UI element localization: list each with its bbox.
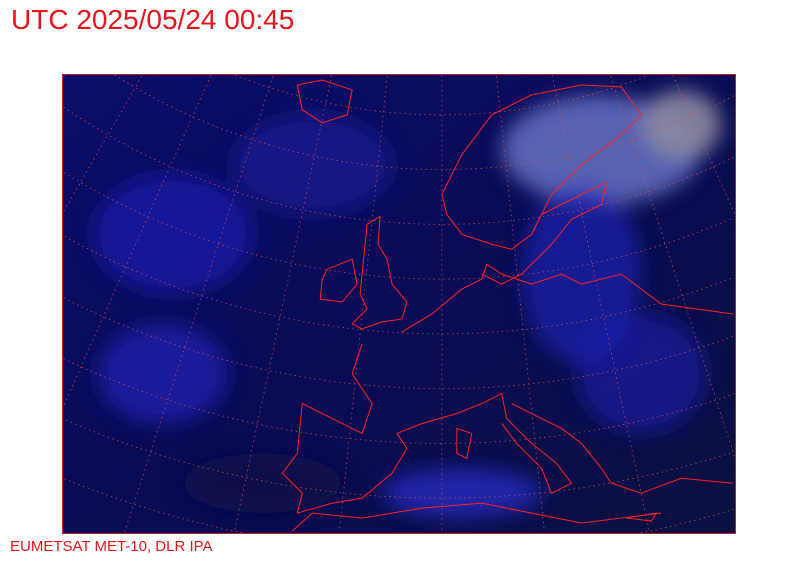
coast-crete bbox=[626, 512, 658, 522]
meridian-line bbox=[124, 76, 274, 533]
parallel-line bbox=[64, 478, 734, 533]
meridian-line bbox=[672, 75, 735, 215]
meridian-line bbox=[63, 76, 143, 213]
graticule bbox=[63, 75, 735, 533]
coast-continent bbox=[401, 263, 734, 333]
coastlines bbox=[281, 79, 734, 532]
coast-ireland bbox=[319, 258, 358, 303]
coast-baltic bbox=[481, 181, 608, 285]
parallel-line bbox=[66, 419, 734, 499]
satellite-map bbox=[62, 74, 736, 534]
meridian-line bbox=[338, 76, 388, 532]
meridian-line bbox=[551, 75, 650, 532]
coast-iberia bbox=[281, 343, 457, 514]
meridian-line bbox=[63, 75, 212, 408]
coast-scandinavia bbox=[441, 84, 642, 250]
parallel-line bbox=[63, 358, 735, 444]
parallel-line bbox=[234, 75, 649, 116]
data-source-credit: EUMETSAT MET-10, DLR IPA bbox=[10, 538, 213, 555]
meridian-line bbox=[496, 76, 545, 532]
coast-italy bbox=[456, 392, 573, 494]
coast-africa bbox=[291, 502, 662, 532]
meridian-line bbox=[63, 75, 65, 78]
meridian-line bbox=[234, 75, 332, 532]
coast-uk bbox=[351, 215, 408, 330]
parallel-line bbox=[114, 75, 735, 170]
timestamp-title: UTC 2025/05/24 00:45 bbox=[11, 4, 295, 35]
meridian-line bbox=[610, 76, 735, 457]
coast-balkans bbox=[511, 403, 734, 494]
parallel-line bbox=[63, 297, 734, 390]
cloud-layer bbox=[92, 89, 722, 519]
coast-sardinia bbox=[456, 427, 473, 460]
coast-iceland bbox=[296, 79, 353, 124]
parallel-line bbox=[64, 236, 734, 335]
